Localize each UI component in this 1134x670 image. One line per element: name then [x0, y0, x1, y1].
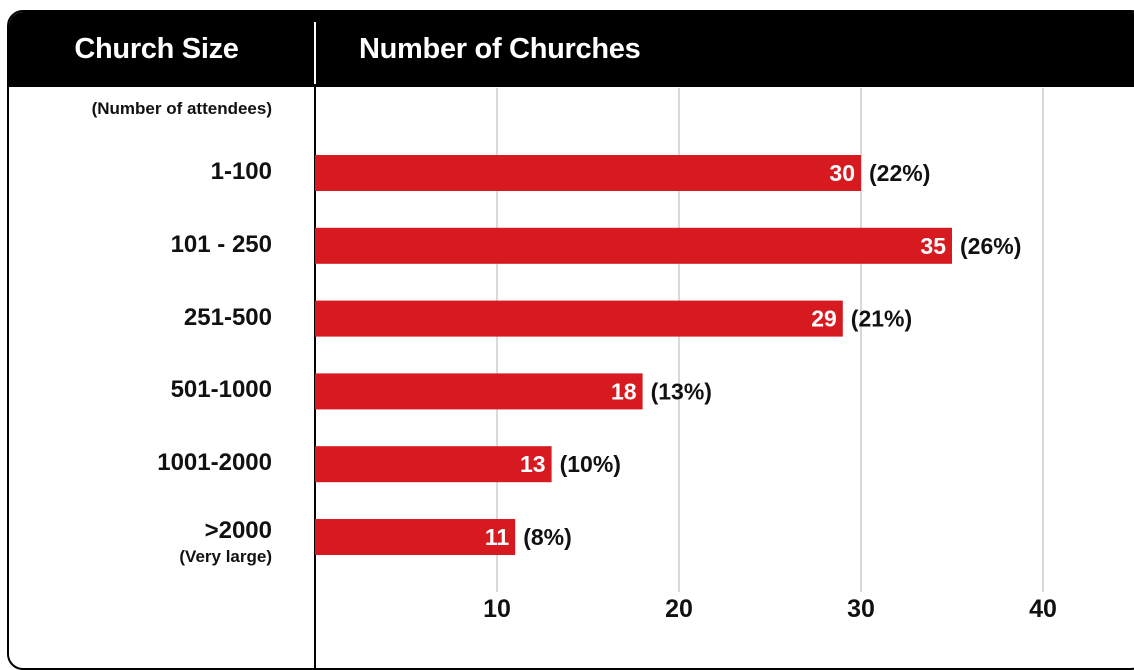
category-label: 1-100 — [0, 158, 272, 186]
church-size-header: Church Size — [74, 33, 239, 65]
bar-value-label: 13 — [520, 451, 546, 477]
chart-header: Church Size Number of Churches — [9, 12, 1134, 87]
bar — [315, 373, 643, 410]
category-label-text: 1001-2000 — [157, 449, 272, 477]
bar-percent-label: (13%) — [651, 378, 712, 404]
bar-percent-label: (26%) — [960, 233, 1021, 259]
bar-percent-label: (21%) — [851, 306, 912, 332]
number-of-churches-header: Number of Churches — [359, 33, 641, 65]
bar-value-label: 35 — [920, 233, 946, 259]
bar-value-label: 30 — [829, 160, 855, 186]
x-tick-label: 30 — [847, 595, 875, 623]
bar-value-label: 18 — [611, 378, 637, 404]
bar-percent-label: (10%) — [560, 451, 621, 477]
x-tick-label: 20 — [665, 595, 693, 623]
category-label: >2000 (Very large) — [0, 517, 272, 567]
category-label: 101 - 250 — [0, 231, 272, 259]
bar — [315, 300, 843, 337]
category-label-text: 1-100 — [210, 158, 272, 185]
bar — [315, 519, 516, 555]
header-divider — [314, 22, 316, 84]
category-label: 1001-2000 — [0, 449, 272, 477]
bar — [315, 446, 552, 483]
chart-frame: Church Size Number of Churches — [7, 10, 1134, 670]
category-label-text: 251-500 — [183, 303, 272, 331]
bar-percent-label: (22%) — [869, 160, 930, 186]
category-label-text: 101 - 250 — [170, 230, 272, 258]
category-sublabel: (Very large) — [179, 547, 272, 566]
attendees-note: (Number of attendees) — [91, 99, 272, 118]
category-label: 251-500 — [0, 304, 272, 332]
bar-percent-label: (8%) — [523, 524, 572, 550]
x-tick-label: 10 — [483, 595, 511, 623]
bar — [315, 155, 861, 191]
x-tick-label: 40 — [1029, 595, 1057, 623]
bar-value-label: 11 — [485, 524, 510, 550]
bar — [315, 227, 952, 264]
bar-value-label: 29 — [811, 306, 837, 332]
bar-chart-plot: 10 20 30 40 30 (22%) 35 (26%) 29 (21%) 18 (13%) 13 (1… — [315, 88, 1057, 623]
category-label-text: 501-1000 — [170, 376, 272, 404]
category-label: 501-1000 — [0, 376, 272, 404]
category-label-text: >2000 — [204, 517, 272, 544]
